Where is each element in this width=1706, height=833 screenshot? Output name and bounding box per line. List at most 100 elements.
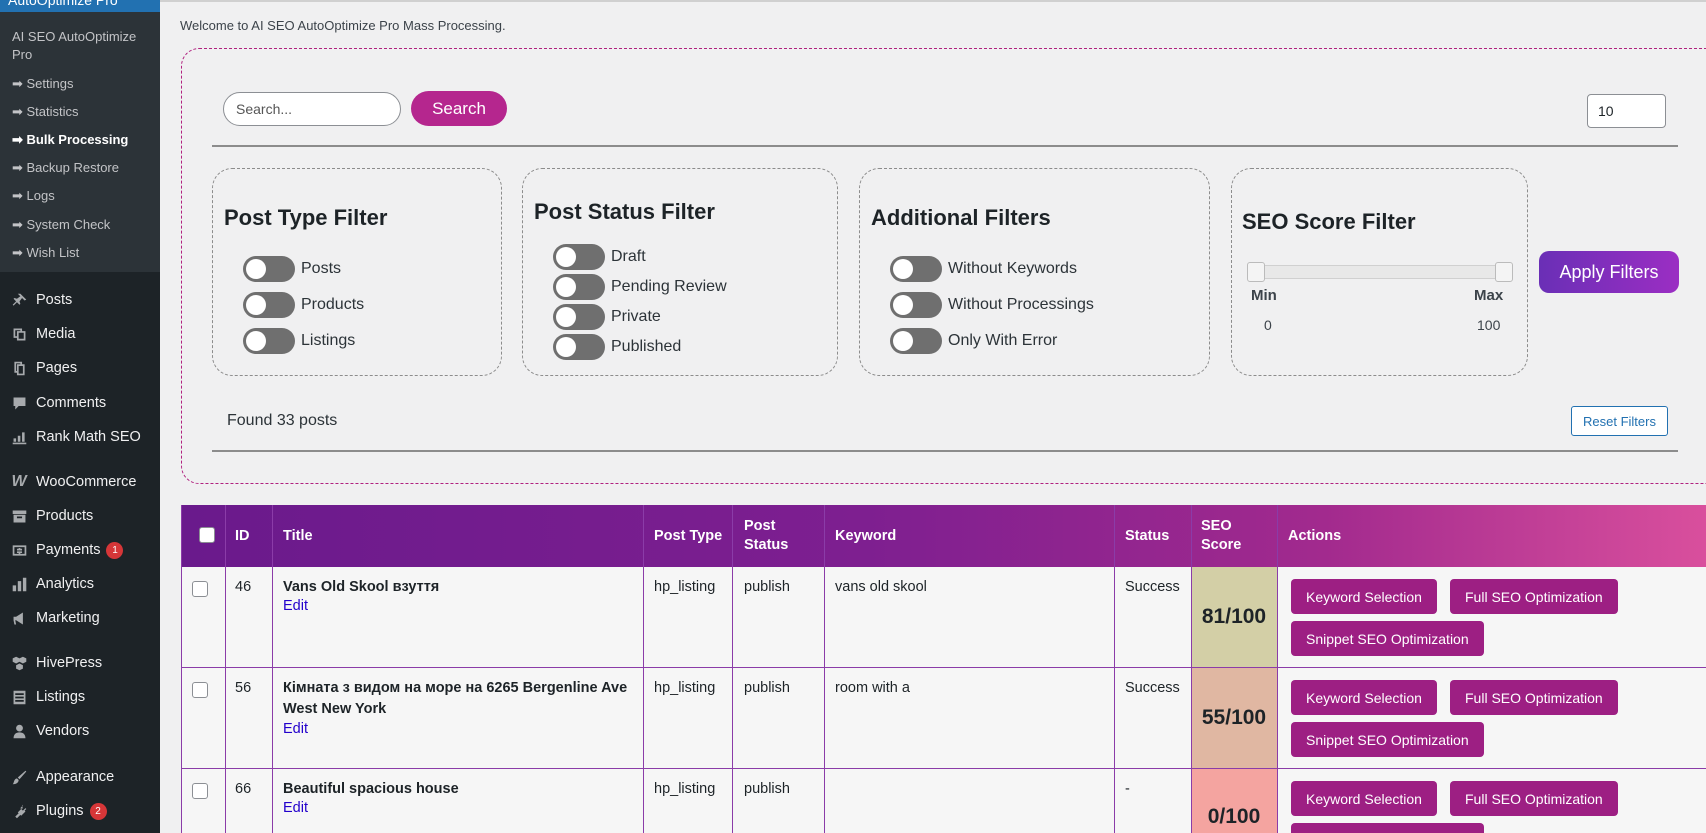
menu-woocommerce[interactable]: W WooCommerce <box>0 467 160 497</box>
menu-label: Pages <box>36 360 78 376</box>
toggle-without-processings[interactable]: Without Processings <box>890 292 1094 318</box>
submenu-plugin-name[interactable]: AI SEO AutoOptimize Pro <box>12 29 137 62</box>
row-edit-link[interactable]: Edit <box>283 800 308 816</box>
toggle-label: Products <box>301 296 365 313</box>
toggle-pending-review[interactable]: Pending Review <box>553 274 727 300</box>
found-count: Found 33 posts <box>227 412 338 429</box>
snippet-seo-optimization-button[interactable]: Snippet SEO Optimization <box>1291 621 1484 656</box>
menu-rank-math[interactable]: Rank Math SEO <box>0 422 160 452</box>
col-status[interactable]: Status <box>1125 527 1170 544</box>
menu-appearance[interactable]: Appearance <box>0 762 160 792</box>
submenu-statistics[interactable]: ➡ Statistics <box>12 104 79 119</box>
snippet-seo-optimization-button[interactable]: Snippet SEO Optimization <box>1291 823 1484 833</box>
search-input[interactable] <box>223 92 401 126</box>
full-seo-optimization-button[interactable]: Full SEO Optimization <box>1450 781 1618 816</box>
per-page-input[interactable] <box>1587 94 1666 128</box>
toggle-listings[interactable]: Listings <box>243 328 355 354</box>
row-status: Success <box>1125 579 1180 595</box>
col-title[interactable]: Title <box>283 527 313 544</box>
menu-label: Marketing <box>36 610 100 626</box>
row-edit-link[interactable]: Edit <box>283 598 308 614</box>
toggle-switch[interactable] <box>243 256 295 282</box>
toggle-draft[interactable]: Draft <box>553 244 646 270</box>
search-button[interactable]: Search <box>411 91 507 126</box>
divider <box>212 450 1678 452</box>
row-checkbox[interactable] <box>192 682 208 698</box>
submenu-settings[interactable]: ➡ Settings <box>12 76 74 91</box>
menu-payments[interactable]: Payments 1 <box>0 535 160 565</box>
menu-products[interactable]: Products <box>0 501 160 531</box>
menu-listings[interactable]: Listings <box>0 682 160 712</box>
toggle-switch[interactable] <box>243 292 295 318</box>
submenu-logs[interactable]: ➡ Logs <box>12 188 55 203</box>
apply-filters-button[interactable]: Apply Filters <box>1539 251 1679 293</box>
row-post-status: publish <box>744 781 790 797</box>
menu-plugins[interactable]: Plugins 2 <box>0 796 160 826</box>
toggle-switch[interactable] <box>890 256 942 282</box>
toggle-only-with-error[interactable]: Only With Error <box>890 328 1057 354</box>
admin-sidebar: AutoOptimize Pro AI SEO AutoOptimize Pro… <box>0 0 160 833</box>
keyword-selection-button[interactable]: Keyword Selection <box>1291 680 1437 715</box>
menu-pages[interactable]: Pages <box>0 353 160 383</box>
row-status: Success <box>1125 680 1180 696</box>
toggle-private[interactable]: Private <box>553 304 661 330</box>
menu-comments[interactable]: Comments <box>0 388 160 418</box>
menu-vendors[interactable]: Vendors <box>0 716 160 746</box>
pages-icon <box>9 359 29 377</box>
row-checkbox[interactable] <box>192 783 208 799</box>
sidebar-plugin-top[interactable]: AutoOptimize Pro <box>0 0 160 12</box>
toggle-without-keywords[interactable]: Without Keywords <box>890 256 1077 282</box>
toggle-switch[interactable] <box>553 304 605 330</box>
toggle-published[interactable]: Published <box>553 334 681 360</box>
menu-media[interactable]: Media <box>0 319 160 349</box>
toggle-switch[interactable] <box>553 274 605 300</box>
select-all-checkbox[interactable] <box>199 527 215 543</box>
menu-label: Listings <box>36 689 86 705</box>
list-icon <box>9 688 29 706</box>
payments-badge: 1 <box>106 541 124 559</box>
plugin-icon <box>9 802 29 820</box>
col-keyword[interactable]: Keyword <box>835 527 897 544</box>
submenu-wish-list[interactable]: ➡ Wish List <box>12 245 80 260</box>
menu-label: Appearance <box>36 769 115 785</box>
toggle-label: Pending Review <box>611 278 727 295</box>
toggle-switch[interactable] <box>553 244 605 270</box>
toggle-products[interactable]: Products <box>243 292 364 318</box>
menu-hivepress[interactable]: HivePress <box>0 648 160 678</box>
seo-score-slider[interactable] <box>1250 265 1510 279</box>
toggle-switch[interactable] <box>553 334 605 360</box>
menu-posts[interactable]: Posts <box>0 285 160 315</box>
col-seo-score[interactable]: SEO Score <box>1201 518 1242 553</box>
toggle-label: Published <box>611 338 682 355</box>
submenu-system-check[interactable]: ➡ System Check <box>12 217 111 232</box>
keyword-selection-button[interactable]: Keyword Selection <box>1291 579 1437 614</box>
full-seo-optimization-button[interactable]: Full SEO Optimization <box>1450 680 1618 715</box>
col-separator <box>272 505 273 833</box>
row-checkbox[interactable] <box>192 581 208 597</box>
col-separator <box>1191 505 1192 833</box>
slider-max-handle[interactable] <box>1495 262 1513 282</box>
snippet-seo-optimization-button[interactable]: Snippet SEO Optimization <box>1291 722 1484 757</box>
reset-filters-button[interactable]: Reset Filters <box>1571 406 1668 436</box>
sidebar-top-label: AutoOptimize Pro <box>8 0 118 8</box>
menu-analytics[interactable]: Analytics <box>0 569 160 599</box>
toggle-switch[interactable] <box>890 328 942 354</box>
menu-marketing[interactable]: Marketing <box>0 603 160 633</box>
post-status-filter-title: Post Status Filter <box>534 199 715 224</box>
full-seo-optimization-button[interactable]: Full SEO Optimization <box>1450 579 1618 614</box>
keyword-selection-button[interactable]: Keyword Selection <box>1291 781 1437 816</box>
toggle-switch[interactable] <box>243 328 295 354</box>
submenu-bulk-processing[interactable]: ➡ Bulk Processing <box>12 132 129 147</box>
col-separator <box>1114 505 1115 833</box>
row-id: 66 <box>235 781 252 797</box>
row-edit-link[interactable]: Edit <box>283 721 308 737</box>
bar-chart-icon <box>9 575 29 593</box>
col-post-status[interactable]: Post Status <box>744 518 789 553</box>
seo-score-filter-box <box>1231 168 1528 376</box>
slider-min-handle[interactable] <box>1247 262 1265 282</box>
toggle-posts[interactable]: Posts <box>243 256 341 282</box>
col-id[interactable]: ID <box>235 527 250 544</box>
col-post-type[interactable]: Post Type <box>654 527 723 544</box>
toggle-switch[interactable] <box>890 292 942 318</box>
submenu-backup-restore[interactable]: ➡ Backup Restore <box>12 160 119 175</box>
